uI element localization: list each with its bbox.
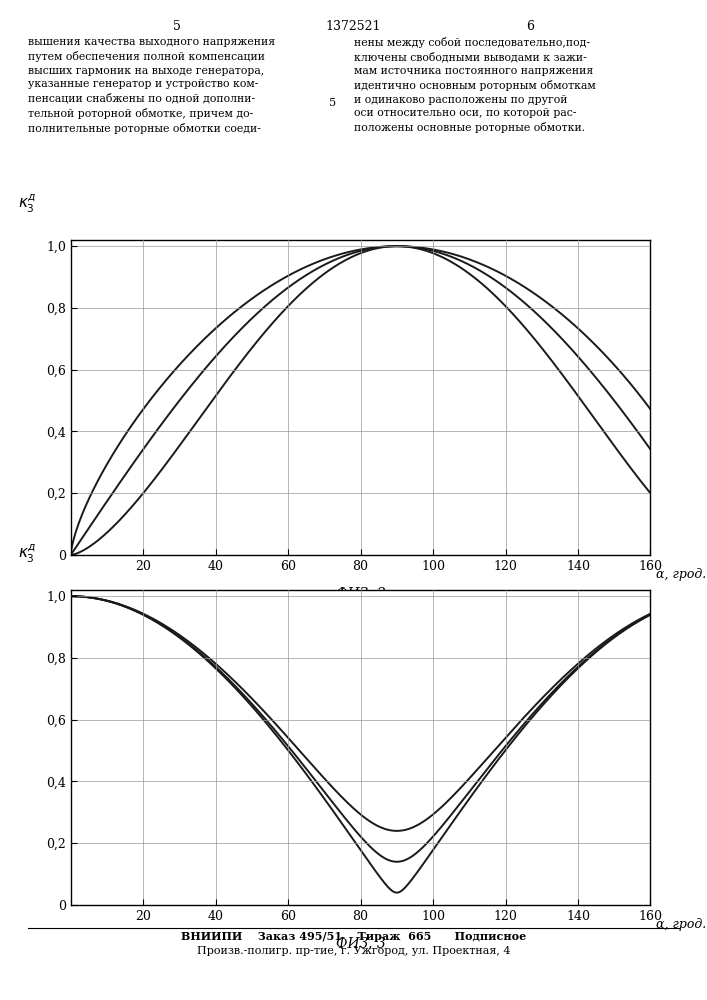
Text: вышения качества выходного напряжения
путем обеспечения полной компенсации
высши: вышения качества выходного напряжения пу…	[28, 37, 276, 134]
Text: Произв.-полигр. пр-тие, г. Ужгород, ул. Проектная, 4: Произв.-полигр. пр-тие, г. Ужгород, ул. …	[197, 946, 510, 956]
Text: нены между собой последовательно,под-
ключены свободными выводами к зажи-
мам ис: нены между собой последовательно,под- кл…	[354, 37, 595, 133]
Text: ФИЗ. 3: ФИЗ. 3	[336, 936, 385, 950]
Text: $\kappa_3^д$: $\kappa_3^д$	[18, 543, 37, 565]
Text: ФИЗ. 2: ФИЗ. 2	[336, 586, 385, 600]
Text: 5: 5	[329, 98, 336, 108]
Text: 5: 5	[173, 19, 181, 32]
Text: α, грод.: α, грод.	[656, 918, 706, 931]
Text: α, грод.: α, грод.	[656, 568, 706, 581]
Text: ВНИИПИ    Заказ 495/51    Тираж  665      Подписное: ВНИИПИ Заказ 495/51 Тираж 665 Подписное	[181, 932, 526, 942]
Text: 6: 6	[526, 19, 534, 32]
Text: 1372521: 1372521	[326, 19, 381, 32]
Text: $\kappa_3^д$: $\kappa_3^д$	[18, 193, 37, 215]
